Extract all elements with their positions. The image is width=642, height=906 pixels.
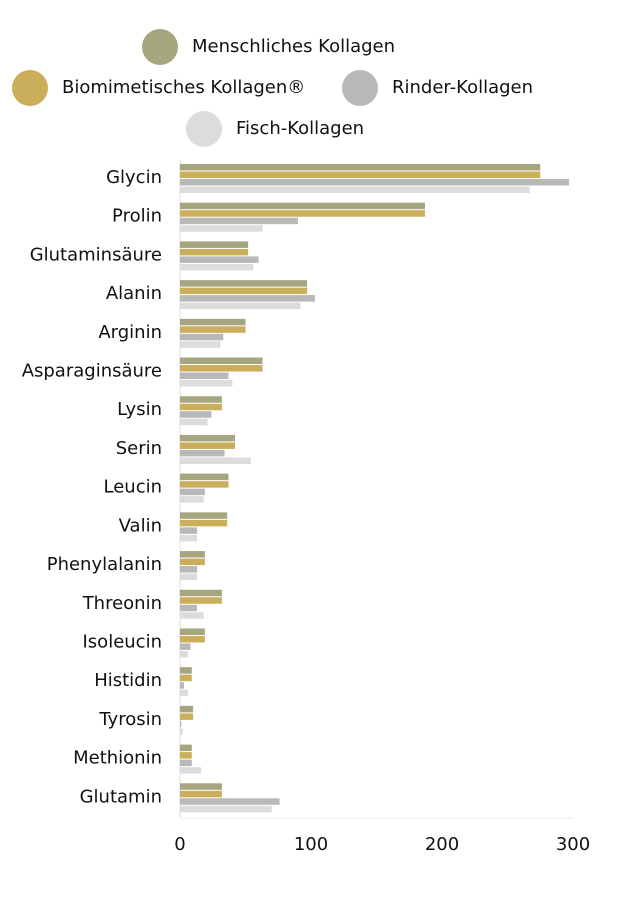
bar <box>180 689 188 697</box>
bar <box>180 411 212 418</box>
bar <box>180 473 229 481</box>
bar <box>180 728 183 735</box>
bar <box>180 798 280 805</box>
bar <box>180 519 228 527</box>
y-tick-label: Valin <box>119 515 162 536</box>
bar <box>180 589 222 597</box>
y-tick-label: Asparaginsäure <box>22 361 162 382</box>
bar <box>180 481 229 488</box>
bar <box>180 210 425 217</box>
bar <box>180 573 198 581</box>
bar <box>180 372 229 380</box>
y-tick-label: Phenylalanin <box>47 554 162 575</box>
y-tick-label: Leucin <box>104 477 163 498</box>
bar <box>180 380 233 387</box>
bar <box>180 805 272 813</box>
y-tick-label: Prolin <box>112 206 162 227</box>
bar <box>180 179 570 186</box>
bar <box>180 341 221 348</box>
y-tick-label: Serin <box>116 438 162 459</box>
y-tick-label: Methionin <box>73 748 162 769</box>
legend-label: Rinder-Kollagen <box>392 77 533 98</box>
bar <box>180 164 541 171</box>
legend-swatch <box>12 70 48 106</box>
bar <box>180 263 254 271</box>
legend-swatch <box>186 111 222 147</box>
bar <box>180 720 182 728</box>
bar <box>180 256 259 263</box>
bar <box>180 217 298 225</box>
x-tick-label: 200 <box>425 834 459 855</box>
bar <box>180 326 246 333</box>
y-tick-label: Glutaminsäure <box>30 244 162 265</box>
bar <box>180 418 208 426</box>
x-tick-label: 0 <box>174 834 185 855</box>
bar <box>180 674 192 682</box>
y-tick-label: Histidin <box>94 670 162 691</box>
bar <box>180 597 222 604</box>
bar <box>180 667 192 674</box>
y-tick-label: Arginin <box>98 322 162 343</box>
bar <box>180 186 530 193</box>
bar <box>180 457 251 464</box>
bar <box>180 302 301 310</box>
bar <box>180 705 194 713</box>
bar <box>180 365 263 372</box>
bar <box>180 759 192 767</box>
legend-label: Fisch-Kollagen <box>236 118 364 139</box>
legend-label: Biomimetisches Kollagen® <box>62 77 305 98</box>
bar <box>180 318 246 326</box>
bar <box>180 566 198 573</box>
bar <box>180 434 236 442</box>
bar <box>180 612 204 619</box>
legend-swatch <box>342 70 378 106</box>
bar <box>180 635 205 643</box>
bar <box>180 171 541 178</box>
bar <box>180 713 194 720</box>
bar <box>180 496 204 503</box>
bar <box>180 357 263 365</box>
bar <box>180 287 308 295</box>
y-tick-label: Glutamin <box>80 786 162 807</box>
bar <box>180 241 249 248</box>
bar <box>180 534 198 542</box>
bar <box>180 488 205 496</box>
bar <box>180 442 236 449</box>
bar <box>180 628 205 635</box>
y-tick-label: Lysin <box>117 399 162 420</box>
bar <box>180 333 224 341</box>
bar <box>180 744 192 752</box>
bar <box>180 512 228 519</box>
x-tick-label: 300 <box>556 834 590 855</box>
bar <box>180 527 198 534</box>
bar <box>180 396 222 403</box>
x-tick-label: 100 <box>294 834 328 855</box>
bar <box>180 783 222 790</box>
bar <box>180 643 191 650</box>
legend-label: Menschliches Kollagen <box>192 36 395 57</box>
y-tick-label: Alanin <box>106 283 162 304</box>
bar <box>180 650 188 658</box>
bar <box>180 767 201 774</box>
bar <box>180 248 249 256</box>
bar <box>180 449 225 457</box>
y-tick-label: Glycin <box>106 167 162 188</box>
bar <box>180 551 205 558</box>
bar <box>180 790 222 798</box>
bar <box>180 202 425 210</box>
bar <box>180 280 308 287</box>
legend-swatch <box>142 29 178 65</box>
y-tick-label: Isoleucin <box>83 631 163 652</box>
bar <box>180 225 263 232</box>
bar <box>180 682 184 689</box>
bar <box>180 752 192 759</box>
bar <box>180 295 315 302</box>
bar <box>180 558 205 566</box>
y-tick-label: Tyrosin <box>98 709 162 730</box>
y-tick-label: Threonin <box>82 593 162 614</box>
bar <box>180 403 222 411</box>
bar <box>180 604 198 612</box>
